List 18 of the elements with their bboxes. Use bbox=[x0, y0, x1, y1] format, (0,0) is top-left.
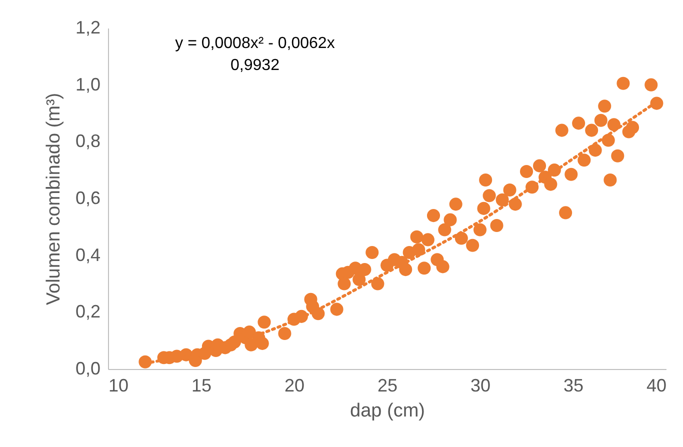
x-tick-label: 35 bbox=[563, 376, 584, 396]
annotation: y = 0,0008x² - 0,0062x bbox=[175, 35, 335, 52]
x-tick-label: 10 bbox=[108, 376, 129, 396]
y-tick-label: 0,4 bbox=[75, 244, 100, 265]
y-tick-label: 1,0 bbox=[75, 74, 100, 94]
x-tick-label: 20 bbox=[284, 376, 305, 396]
y-tick-label: 0,0 bbox=[75, 358, 100, 378]
y-tick-label: 0,6 bbox=[75, 188, 100, 208]
x-tick-label: 40 bbox=[646, 376, 666, 396]
x-tick-label: 30 bbox=[470, 376, 491, 396]
x-axis-title: dap (cm) bbox=[350, 400, 425, 422]
x-tick-label: 15 bbox=[191, 376, 212, 396]
y-tick-label: 1,2 bbox=[75, 18, 100, 38]
y-axis-title: Volumen combinado (m³) bbox=[43, 92, 64, 306]
annotation: 0,9932 bbox=[230, 57, 280, 74]
y-tick-label: 0,8 bbox=[75, 131, 100, 152]
x-tick-label: 25 bbox=[377, 376, 398, 396]
y-tick-label: 0,2 bbox=[75, 302, 100, 322]
